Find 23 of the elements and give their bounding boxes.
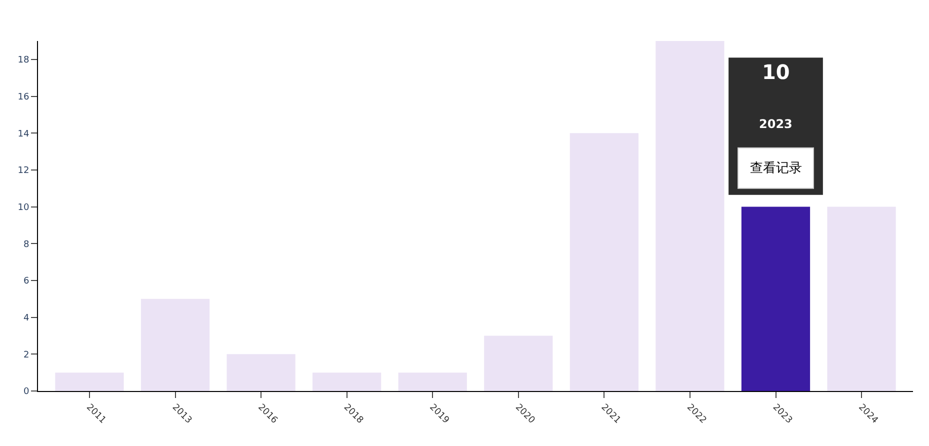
y-tick-label: 12	[18, 166, 30, 176]
y-tick-label: 4	[23, 313, 30, 324]
y-tick-label: 0	[23, 387, 30, 398]
bar	[140, 298, 210, 391]
y-tick-label: 16	[18, 92, 30, 102]
y-tick-label: 2	[23, 350, 30, 360]
y-tick-label: 18	[18, 56, 30, 66]
bar	[570, 133, 638, 391]
y-tick-label: 6	[23, 276, 30, 287]
y-tick-label: 8	[23, 240, 30, 250]
annotation: 查看记录	[750, 161, 802, 176]
bar	[484, 336, 553, 391]
bar	[226, 354, 296, 391]
y-tick-label: 10	[18, 202, 30, 213]
bar	[55, 372, 124, 391]
bar	[827, 206, 896, 391]
bar	[741, 206, 810, 391]
bar	[398, 372, 467, 391]
annotation: 10	[762, 60, 790, 84]
bar	[312, 372, 382, 391]
bar	[656, 41, 724, 391]
y-tick-label: 14	[18, 129, 30, 140]
annotation: 2023	[759, 117, 792, 131]
